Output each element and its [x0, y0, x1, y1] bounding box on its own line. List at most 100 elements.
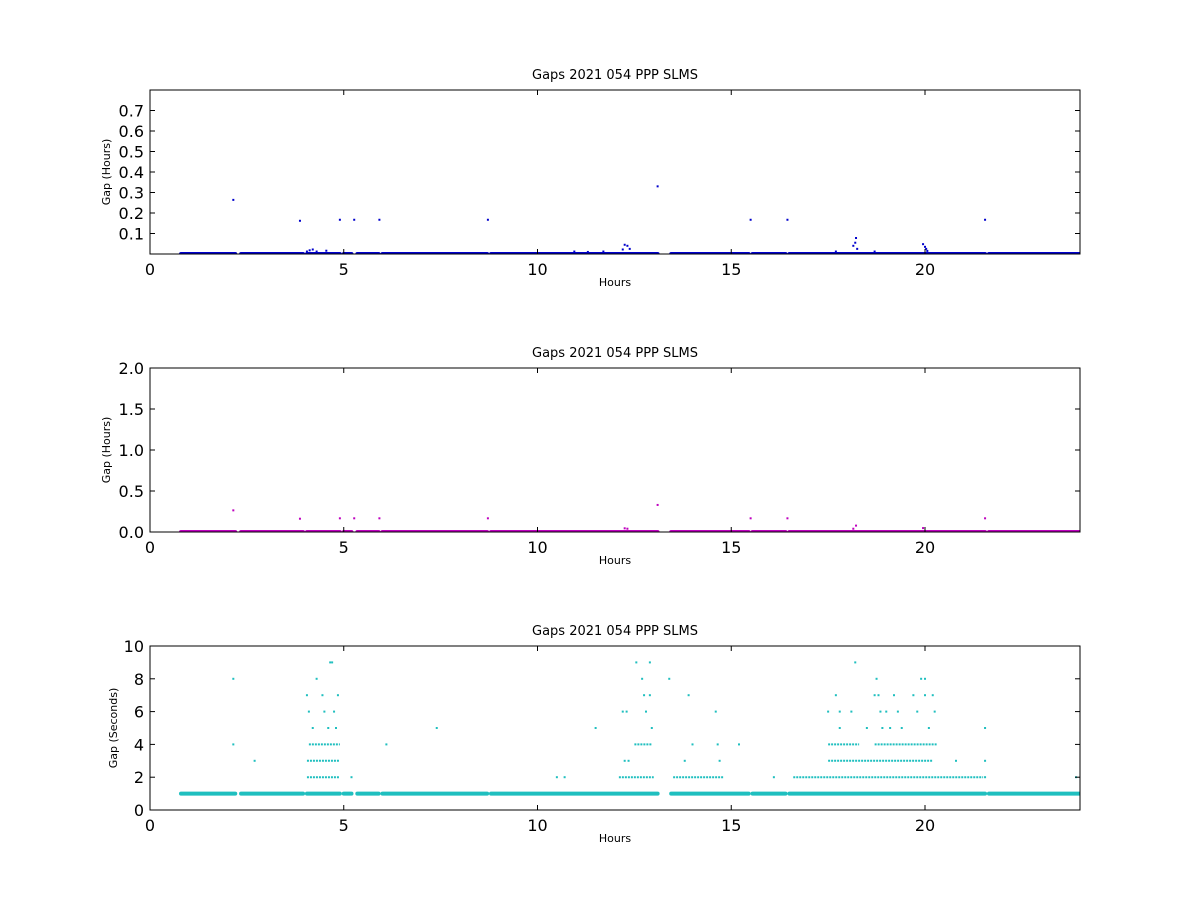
- data-point: [385, 743, 388, 746]
- data-point: [691, 743, 694, 746]
- data-point: [893, 694, 895, 697]
- data-point: [353, 517, 356, 520]
- data-point: [325, 249, 328, 252]
- y-tick-label: 0.3: [119, 184, 144, 203]
- data-point: [232, 743, 235, 746]
- x-tick-label: 5: [339, 816, 349, 835]
- x-tick-label: 5: [339, 260, 349, 279]
- data-point: [650, 727, 653, 729]
- data-point: [353, 218, 356, 221]
- data-point: [924, 694, 926, 697]
- data-point: [854, 241, 857, 244]
- data-point: [855, 237, 858, 240]
- data-point: [881, 727, 884, 729]
- data-point: [922, 243, 925, 246]
- data-point: [321, 694, 324, 697]
- data-point: [643, 694, 646, 697]
- x-tick-label: 0: [145, 260, 155, 279]
- data-point: [573, 250, 576, 253]
- data-point: [486, 218, 489, 221]
- data-point: [875, 677, 878, 680]
- data-point: [877, 694, 880, 697]
- data-point: [786, 218, 789, 221]
- data-point: [855, 524, 858, 527]
- y-tick-label: 1.5: [119, 400, 144, 419]
- y-axis-label: Gap (Hours): [100, 139, 113, 206]
- chart-title: Gaps 2021 054 PPP SLMS: [532, 346, 698, 361]
- data-point: [336, 694, 339, 697]
- data-point: [648, 661, 651, 664]
- data-point: [738, 743, 740, 746]
- y-tick-label: 0: [134, 801, 144, 820]
- data-point: [602, 250, 605, 253]
- chart-1: Gaps 2021 054 PPP SLMS 0 5 10 15 20 0.1 0.20.3 0…: [100, 68, 1081, 289]
- y-tick-label: 0.7: [119, 102, 144, 121]
- data-point: [668, 677, 671, 680]
- data-point: [834, 694, 837, 697]
- data-point: [984, 218, 987, 221]
- data-point: [926, 249, 929, 252]
- y-tick-label: 0.6: [119, 122, 144, 141]
- data-point: [623, 527, 626, 530]
- y-tick-label: 0.1: [119, 225, 144, 244]
- data-point: [298, 219, 301, 222]
- data-point: [772, 776, 775, 779]
- x-tick-label: 15: [721, 816, 741, 835]
- data-layer: [179, 661, 1080, 796]
- data-point: [253, 759, 256, 762]
- data-point: [955, 759, 957, 762]
- y-tick-label: 10: [124, 637, 144, 656]
- data-point: [984, 517, 987, 520]
- data-point: [850, 710, 853, 713]
- data-point: [486, 517, 489, 520]
- chart-3: Gaps 2021 054 PPP SLMS 0 5 10 15 20 0 2 4 6 8 10 Hou…: [107, 624, 1081, 845]
- data-point: [232, 677, 235, 680]
- x-tick-label: 20: [915, 816, 935, 835]
- data-point: [916, 710, 919, 713]
- data-point: [931, 694, 934, 697]
- y-tick-label: 8: [134, 670, 144, 689]
- data-point: [714, 710, 717, 713]
- data-point: [925, 247, 928, 250]
- plot-frame: [149, 89, 1081, 255]
- data-point: [879, 710, 882, 713]
- x-tick-label: 20: [915, 260, 935, 279]
- data-point: [232, 509, 235, 512]
- data-point: [594, 727, 597, 729]
- x-axis-label: Hours: [599, 832, 631, 845]
- data-point: [315, 250, 318, 253]
- data-point: [311, 248, 314, 251]
- data-point: [827, 710, 830, 713]
- data-point: [626, 244, 629, 247]
- data-point: [852, 244, 855, 247]
- data-point: [984, 759, 987, 762]
- x-tick-label: 10: [527, 538, 547, 557]
- x-tick-label: 0: [145, 816, 155, 835]
- x-tick-label: 10: [527, 260, 547, 279]
- chart-title: Gaps 2021 054 PPP SLMS: [532, 68, 698, 83]
- data-point: [648, 694, 651, 697]
- x-axis-label: Hours: [599, 554, 631, 567]
- x-tick-label: 5: [339, 538, 349, 557]
- data-point: [307, 710, 310, 713]
- data-point: [635, 661, 638, 664]
- x-tick-label: 20: [915, 538, 935, 557]
- data-point: [924, 677, 926, 680]
- data-point: [435, 727, 438, 729]
- y-tick-label: 6: [134, 703, 144, 722]
- data-point: [865, 727, 868, 729]
- data-point: [621, 248, 624, 251]
- data-point: [333, 710, 336, 713]
- data-point: [900, 727, 903, 729]
- y-tick-label: 0.4: [119, 163, 144, 182]
- data-point: [656, 503, 659, 506]
- data-point: [984, 727, 987, 729]
- x-tick-label: 15: [721, 260, 741, 279]
- data-point: [378, 218, 381, 221]
- data-point: [984, 776, 987, 779]
- data-point: [329, 661, 332, 664]
- data-point: [621, 710, 624, 713]
- data-point: [896, 710, 899, 713]
- data-point: [683, 759, 686, 762]
